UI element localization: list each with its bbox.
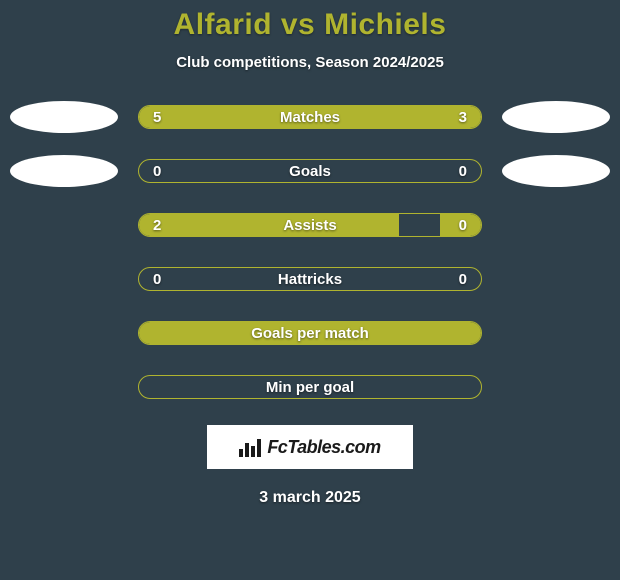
site-badge: FcTables.com — [207, 425, 413, 469]
stat-label: Hattricks — [139, 268, 481, 290]
player-left-avatar — [10, 101, 118, 133]
stat-row-assists: 2 Assists 0 — [10, 209, 610, 241]
date-label: 3 march 2025 — [0, 489, 620, 507]
stat-row-goals: 0 Goals 0 — [10, 155, 610, 187]
page-title: Alfarid vs Michiels — [0, 8, 620, 42]
comparison-infographic: Alfarid vs Michiels Club competitions, S… — [0, 0, 620, 507]
stat-bar: 5 Matches 3 — [138, 105, 482, 129]
stat-row-min-per-goal: Min per goal — [10, 371, 610, 403]
site-badge-text: FcTables.com — [267, 437, 380, 458]
player-left-avatar — [10, 155, 118, 187]
stat-bar: 0 Hattricks 0 — [138, 267, 482, 291]
stat-row-hattricks: 0 Hattricks 0 — [10, 263, 610, 295]
stat-label: Goals — [139, 160, 481, 182]
stat-label: Matches — [139, 106, 481, 128]
stat-bar: 2 Assists 0 — [138, 213, 482, 237]
stat-bar: Min per goal — [138, 375, 482, 399]
stat-value-right: 0 — [459, 268, 467, 290]
stat-bar: 0 Goals 0 — [138, 159, 482, 183]
page-subtitle: Club competitions, Season 2024/2025 — [0, 54, 620, 71]
stat-label: Goals per match — [139, 322, 481, 344]
bars-icon — [239, 437, 261, 457]
player-right-avatar — [502, 155, 610, 187]
stat-bar: Goals per match — [138, 321, 482, 345]
stat-value-right: 0 — [459, 160, 467, 182]
player-right-avatar — [502, 101, 610, 133]
stat-value-right: 0 — [459, 214, 467, 236]
stat-row-matches: 5 Matches 3 — [10, 101, 610, 133]
stat-label: Min per goal — [139, 376, 481, 398]
stat-row-goals-per-match: Goals per match — [10, 317, 610, 349]
stat-label: Assists — [139, 214, 481, 236]
stat-value-right: 3 — [459, 106, 467, 128]
